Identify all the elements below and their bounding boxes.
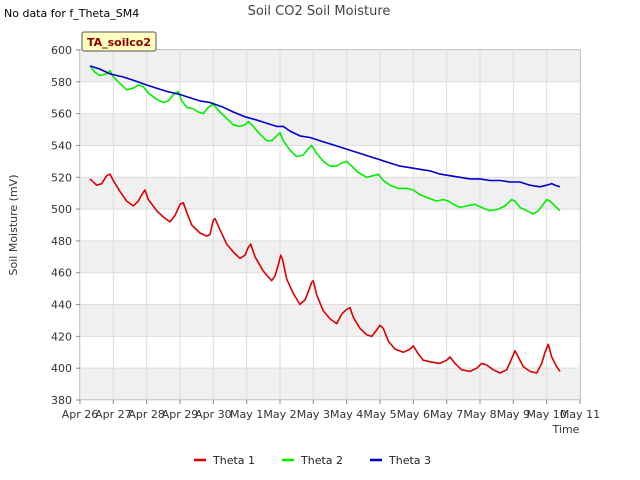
series-line-theta-1: [89, 173, 561, 374]
dataset-badge: TA_soilco2: [81, 31, 157, 52]
y-tick-label: 500: [51, 203, 72, 216]
x-tick-label: May 5: [363, 408, 396, 421]
band: [80, 240, 580, 273]
x-tick-label: May 2: [263, 408, 296, 421]
no-data-note: No data for f_Theta_SM4: [4, 7, 140, 20]
plot-frame: [79, 49, 581, 400]
chart-title: Soil CO2 Soil Moisture: [248, 4, 391, 19]
y-axis-label: Soil Moisture (mV): [7, 175, 20, 276]
x-tick-label: Apr 27: [95, 408, 132, 421]
background-bands: [80, 50, 580, 400]
x-tick-label: May 4: [330, 408, 363, 421]
series-line-theta-2: [89, 65, 561, 215]
band: [80, 50, 580, 82]
legend-label-theta-3: Theta 3: [388, 454, 431, 467]
y-tick-label: 540: [51, 139, 72, 152]
band: [80, 368, 580, 400]
dataset-badge-label: TA_soilco2: [87, 36, 151, 49]
y-axis-ticks: 380 400 420 440 460 480 500 520 540 560 580 600: [51, 44, 80, 407]
band: [80, 113, 580, 146]
x-tick-label: May 11: [560, 408, 600, 421]
grid-lines: [79, 49, 581, 401]
series-lines: [89, 65, 561, 374]
x-tick-label: Apr 26: [62, 408, 99, 421]
band: [80, 177, 580, 210]
x-tick-label: May 3: [297, 408, 330, 421]
y-tick-label: 600: [51, 44, 72, 57]
x-tick-label: Apr 28: [128, 408, 165, 421]
x-tick-label: Apr 30: [195, 408, 232, 421]
y-tick-label: 520: [51, 171, 72, 184]
y-tick-label: 560: [51, 108, 72, 121]
y-tick-label: 380: [51, 394, 72, 407]
x-tick-label: May 6: [397, 408, 430, 421]
legend: Theta 1 Theta 2 Theta 3: [194, 454, 431, 467]
y-tick-label: 400: [51, 362, 72, 375]
y-tick-label: 460: [51, 267, 72, 280]
y-tick-label: 580: [51, 76, 72, 89]
x-tick-label: May 10: [527, 408, 567, 421]
x-axis-label: Time: [552, 423, 580, 436]
band: [80, 304, 580, 337]
y-tick-label: 480: [51, 235, 72, 248]
x-tick-label: May 1: [230, 408, 263, 421]
x-tick-label: May 9: [497, 408, 530, 421]
legend-label-theta-2: Theta 2: [300, 454, 343, 467]
y-tick-label: 420: [51, 330, 72, 343]
legend-label-theta-1: Theta 1: [212, 454, 255, 467]
y-tick-label: 440: [51, 299, 72, 312]
series-line-theta-3: [89, 65, 561, 188]
x-tick-label: Apr 29: [162, 408, 199, 421]
x-tick-label: May 8: [463, 408, 496, 421]
x-tick-label: May 7: [430, 408, 463, 421]
